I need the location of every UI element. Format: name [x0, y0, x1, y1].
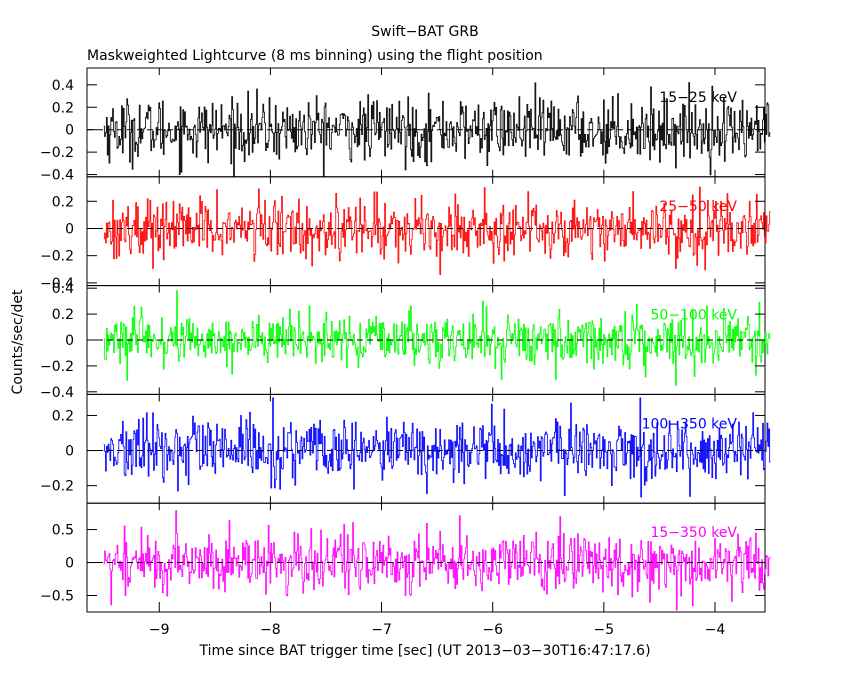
- y-tick-label: 0: [65, 221, 74, 237]
- y-tick-label: 0.4: [52, 281, 74, 297]
- series-line: [103, 510, 771, 611]
- panels-group: −0.4 −0.2 0 0.2 0.4 15−25 keV −0.4 −0.2 0 0.2 25−5…: [40, 67, 771, 638]
- x-tick-label: −8: [260, 622, 281, 638]
- y-tick-label: 0: [65, 333, 74, 349]
- x-tick-label: −6: [482, 622, 503, 638]
- panel-5: −0.5 0 0.5 15−350 keV: [40, 502, 771, 613]
- series-line: [103, 186, 771, 275]
- band-label: 100−350 keV: [642, 416, 738, 432]
- chart-title: Swift−BAT GRB: [371, 24, 478, 40]
- y-tick-label: −0.2: [40, 479, 74, 495]
- y-tick-label: 0.2: [52, 100, 74, 116]
- y-axis-label: Counts/sec/det: [10, 289, 26, 394]
- y-tick-label: 0.2: [52, 408, 74, 424]
- y-tick-label: 0.4: [52, 78, 74, 94]
- series-line: [103, 397, 771, 498]
- y-tick-label: 0: [65, 123, 74, 139]
- y-tick-label: 0: [65, 444, 74, 460]
- band-label: 15−25 keV: [659, 90, 737, 106]
- y-tick-label: −0.2: [40, 359, 74, 375]
- panel-frame: [86, 502, 766, 613]
- y-tick-label: −0.2: [40, 249, 74, 265]
- x-tick-label: −4: [705, 622, 726, 638]
- series-line: [103, 82, 771, 178]
- panel-3: −0.4 −0.2 0 0.2 0.4 50−100 keV: [40, 281, 771, 401]
- panel-1: −0.4 −0.2 0 0.2 0.4 15−25 keV: [40, 67, 771, 184]
- panel-4: −0.2 0 0.2 100−350 keV: [40, 393, 771, 504]
- band-label: 15−350 keV: [650, 525, 737, 541]
- y-tick-label: 0.5: [52, 523, 74, 539]
- x-tick-label: −5: [594, 622, 615, 638]
- y-tick-label: −0.5: [40, 589, 74, 605]
- band-label: 25−50 keV: [659, 199, 737, 215]
- band-label: 50−100 keV: [650, 308, 737, 324]
- x-axis-label: Time since BAT trigger time [sec] (UT 20…: [198, 643, 650, 659]
- chart-subtitle: Maskweighted Lightcurve (8 ms binning) u…: [87, 48, 543, 64]
- series-line: [103, 290, 771, 386]
- y-tick-label: −0.2: [40, 145, 74, 161]
- y-tick-label: −0.4: [40, 168, 74, 184]
- x-tick-label: −9: [149, 622, 170, 638]
- y-tick-label: 0: [65, 556, 74, 572]
- y-tick-label: 0.2: [52, 307, 74, 323]
- y-tick-label: −0.4: [40, 385, 74, 401]
- y-tick-label: 0.2: [52, 194, 74, 210]
- x-tick-label: −7: [371, 622, 392, 638]
- y-tick-label: −0.4: [40, 276, 74, 292]
